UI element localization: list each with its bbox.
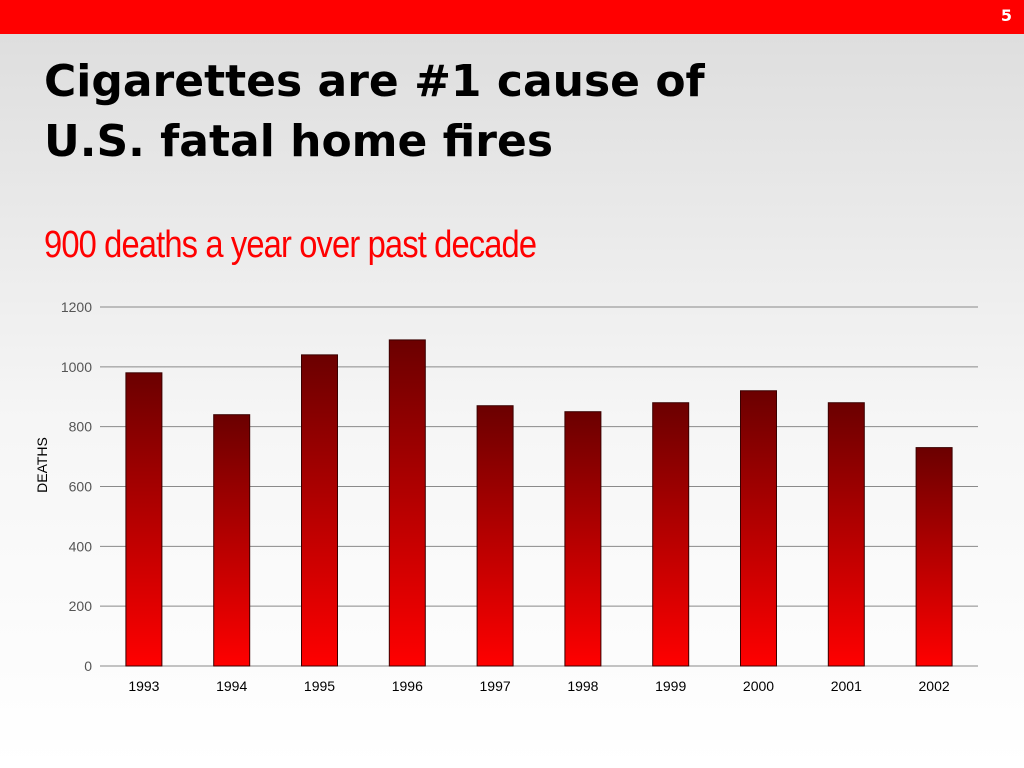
x-axis-labels: 1993 1994 1995 1996 1997 1998 1999 2000 2001 2002 [128,678,950,694]
x-tick-label: 1998 [567,678,598,694]
bar-1999 [652,402,690,667]
bar-2000 [740,390,777,667]
slide-title: Cigarettes are #1 cause of U.S. fatal ho… [44,56,705,167]
bars [125,339,953,667]
y-tick-label: 600 [69,479,93,495]
bar-1995 [301,354,338,667]
bar-1998 [564,411,602,667]
y-tick-label: 1200 [61,299,92,315]
slide-subtitle: 900 deaths a year over past decade [44,224,537,266]
y-tick-label: 400 [69,538,93,554]
x-tick-label: 2000 [743,678,774,694]
y-axis-title: DEATHS [34,437,50,493]
bar-1996 [388,339,426,667]
y-tick-label: 800 [69,419,93,435]
header-bar: 5 [0,0,1024,34]
x-tick-label: 1999 [655,678,686,694]
bar-2001 [827,402,865,667]
x-tick-label: 1996 [392,678,423,694]
slide-number: 5 [1000,6,1012,25]
x-tick-label: 1997 [480,678,511,694]
x-tick-label: 1993 [128,678,159,694]
bar-1994 [213,414,251,667]
x-tick-label: 2002 [919,678,950,694]
bar-2002 [915,447,953,667]
bar-1993 [125,372,163,667]
y-tick-label: 0 [84,658,92,674]
y-axis-ticks: 0 200 400 600 800 1000 1200 [61,299,92,674]
x-tick-label: 2001 [831,678,862,694]
bar-1997 [476,405,514,667]
y-tick-label: 200 [69,598,93,614]
y-tick-label: 1000 [61,359,92,375]
x-tick-label: 1994 [216,678,247,694]
x-tick-label: 1995 [304,678,335,694]
